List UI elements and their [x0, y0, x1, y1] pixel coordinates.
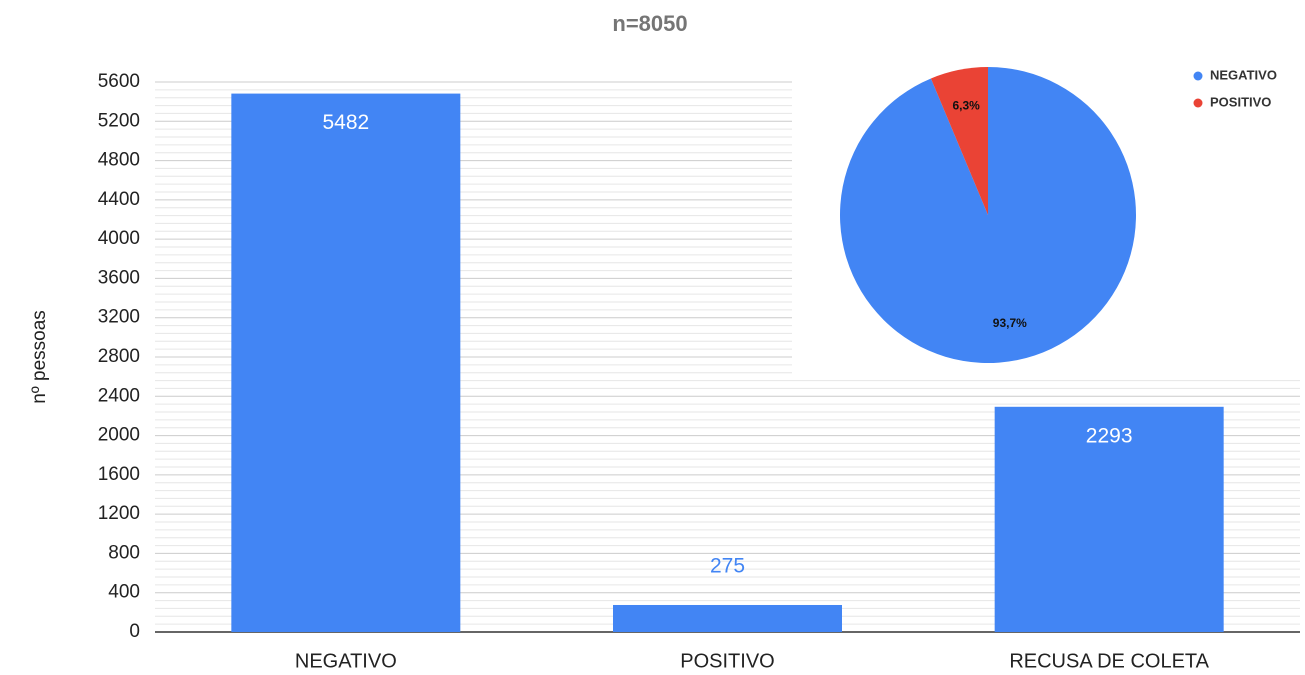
y-tick-label: 400: [108, 582, 140, 603]
y-tick-label: 4800: [98, 150, 140, 171]
x-tick-label: POSITIVO: [680, 650, 774, 672]
y-tick-label: 4400: [98, 189, 140, 210]
data-label: 5482: [322, 111, 369, 134]
bar: [231, 93, 461, 632]
y-tick-label: 2800: [98, 346, 140, 367]
y-tick-label: 2400: [98, 385, 140, 406]
y-tick-label: 800: [108, 542, 140, 563]
pie-label: 93,7%: [993, 316, 1027, 330]
y-tick-label: 3200: [98, 307, 140, 328]
y-tick-label: 5600: [98, 71, 140, 92]
bar: [613, 604, 842, 632]
pie-label: 6,3%: [952, 98, 980, 112]
y-tick-label: 3600: [98, 267, 140, 288]
y-tick-label: 0: [129, 621, 140, 642]
y-tick-label: 4000: [98, 228, 140, 249]
legend-label: NEGATIVO: [1210, 67, 1277, 82]
data-label: 2293: [1086, 424, 1133, 447]
y-tick-label: 1200: [98, 503, 140, 524]
y-tick-label: 2000: [98, 425, 140, 446]
legend-label: POSITIVO: [1210, 94, 1271, 109]
bar: [994, 406, 1224, 632]
y-tick-label: 1600: [98, 464, 140, 485]
y-axis-label: nº pessoas: [29, 310, 50, 404]
legend-swatch: [1193, 71, 1203, 81]
data-label: 275: [710, 555, 745, 578]
pie-slice: [930, 67, 988, 215]
chart-title: n=8050: [612, 11, 687, 36]
legend-swatch: [1193, 98, 1203, 108]
x-tick-label: NEGATIVO: [295, 650, 397, 672]
x-tick-label: RECUSA DE COLETA: [1009, 650, 1209, 672]
y-tick-label: 5200: [98, 110, 140, 131]
